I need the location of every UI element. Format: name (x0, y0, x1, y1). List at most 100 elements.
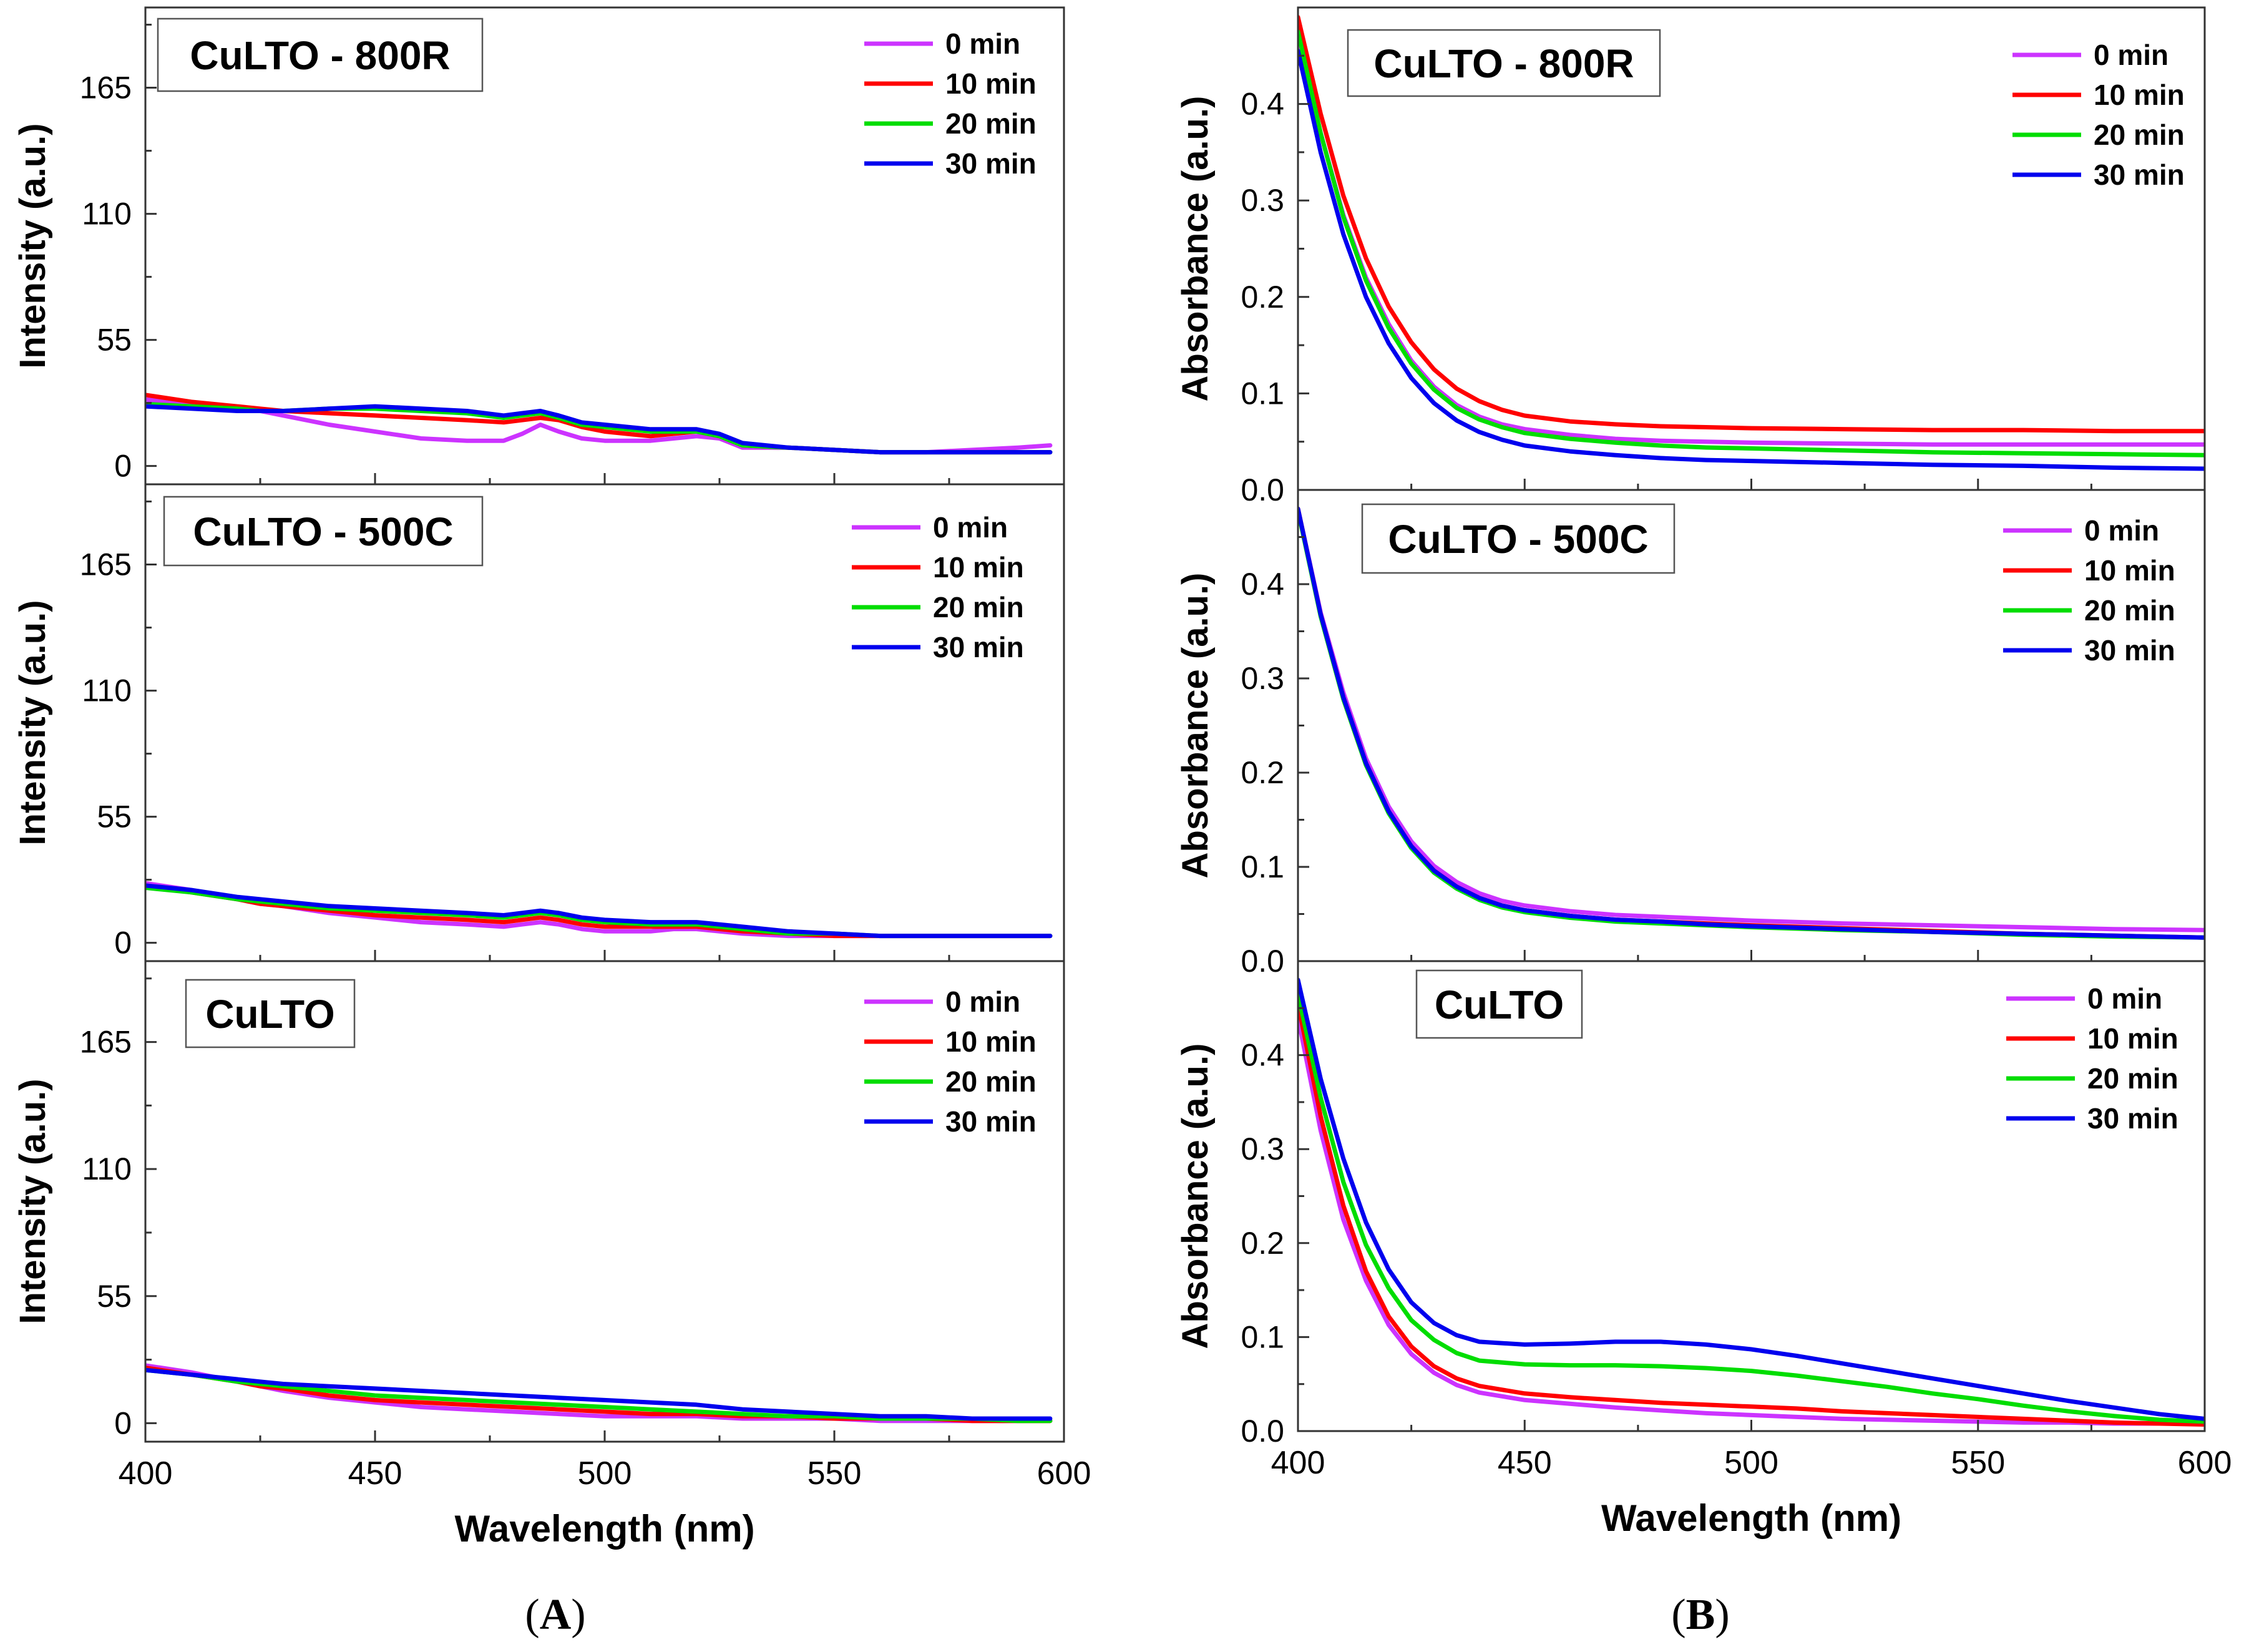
y-tick-label: 55 (97, 1279, 132, 1314)
legend-label-20-min: 20 min (2094, 119, 2185, 151)
series-line-30-min (145, 1367, 1053, 1421)
chart-title-box (1361, 503, 1676, 574)
legend-label-0-min: 0 min (2087, 982, 2162, 1015)
chart-b-top: 0.0 0.1 0.2 0.3 0.4 Absorbance (a.u.) CuLTO - … (1175, 6, 2206, 507)
y-tick-label: 0.3 (1241, 1131, 1284, 1166)
chart-title: CuLTO - 800R (1373, 41, 1634, 86)
legend-label-10-min: 10 min (2094, 79, 2185, 111)
chart-title: CuLTO - 500C (1388, 517, 1648, 562)
panel-caption-a-close: ) (571, 1591, 585, 1639)
chart-title: CuLTO (205, 992, 334, 1037)
series-group-b-mid (1298, 506, 2205, 940)
panel-caption-a-open: ( (525, 1591, 539, 1639)
chart-a-mid: 0 55 110 165 Intensity (a.u.) CuLTO - 500C 0 m… (12, 483, 1065, 962)
legend-label-10-min: 10 min (933, 551, 1024, 584)
series-line-20-min (1298, 992, 2205, 1424)
x-tick-label: 400 (119, 1455, 173, 1492)
series-line-30-min (145, 404, 1053, 455)
x-tick-label: 450 (348, 1455, 402, 1492)
y-tick-label: 0.0 (1241, 472, 1284, 507)
y-tick-label: 0.1 (1241, 849, 1284, 884)
series-line-30-min (145, 883, 1053, 939)
series-line-30-min (1298, 977, 2205, 1421)
y-axis-label: Absorbance (a.u.) (1175, 573, 1216, 879)
y-tick-label: 0.0 (1241, 1414, 1284, 1449)
y-axis-label: Intensity (a.u.) (12, 123, 53, 368)
legend-label-0-min: 0 min (945, 985, 1020, 1018)
panel-caption-a: (A) (525, 1591, 585, 1639)
y-tick-label: 110 (82, 1151, 132, 1186)
legend-label-0-min: 0 min (2084, 514, 2159, 547)
y-tick-label: 0.1 (1241, 1319, 1284, 1354)
y-tick-label: 165 (80, 547, 132, 582)
x-tick-label: 500 (578, 1455, 632, 1492)
chart-b-mid: 0.0 0.1 0.2 0.3 0.4 Absorbance (a.u.) CuLTO - … (1175, 489, 2206, 979)
series-group-a-mid (145, 881, 1053, 939)
legend: 0 min 10 min 20 min 30 min (864, 27, 1037, 180)
legend-label-20-min: 20 min (2084, 594, 2175, 627)
series-group-a-bot (145, 1363, 1053, 1424)
chart-title: CuLTO - 500C (193, 509, 453, 554)
legend-label-30-min: 30 min (2094, 159, 2185, 191)
legend: 0 min 10 min 20 min 30 min (2012, 39, 2185, 191)
y-tick-label: 165 (80, 71, 132, 105)
series-group-a-top (145, 393, 1053, 455)
x-axis-label: Wavelength (nm) (454, 1508, 754, 1550)
chart-title-box (163, 496, 484, 567)
series-line-20-min (145, 1367, 1053, 1424)
x-tick-label: 550 (1951, 1445, 2005, 1481)
charts-layer: 0 55 110 165 Intensity (a.u.) CuLTO - 800R 0 m… (12, 6, 2232, 1550)
legend-label-30-min: 30 min (933, 631, 1024, 663)
chart-title: CuLTO - 800R (190, 33, 450, 78)
legend-label-10-min: 10 min (2084, 554, 2175, 587)
legend-label-20-min: 20 min (945, 1065, 1037, 1098)
series-line-10-min (1298, 1001, 2205, 1427)
y-tick-label: 0.3 (1241, 183, 1284, 218)
y-tick-label: 110 (82, 197, 132, 232)
x-tick-label: 450 (1498, 1445, 1552, 1481)
chart-b-bot: 0.0 0.1 0.2 0.3 0.4 400 450 500 550 600 Absorbance… (1175, 960, 2232, 1539)
y-tick-label: 0 (114, 926, 132, 960)
y-tick-label: 0 (114, 449, 132, 484)
y-tick-label: 0.4 (1241, 567, 1284, 602)
panel-caption-b-open: ( (1671, 1591, 1685, 1639)
chart-title-box (157, 17, 484, 92)
legend-label-20-min: 20 min (945, 107, 1037, 140)
panel-caption-b: (B) (1671, 1591, 1729, 1639)
y-tick-label: 0.4 (1241, 1038, 1284, 1073)
x-tick-label: 500 (1724, 1445, 1778, 1481)
y-tick-label: 0.2 (1241, 280, 1284, 315)
y-axis-label: Intensity (a.u.) (12, 1078, 53, 1324)
legend-label-30-min: 30 min (2087, 1102, 2178, 1135)
y-tick-label: 165 (80, 1025, 132, 1060)
chart-title: CuLTO (1435, 982, 1564, 1027)
legend-label-30-min: 30 min (945, 1105, 1037, 1138)
x-tick-label: 550 (807, 1455, 862, 1492)
series-line-20-min (1298, 29, 2205, 457)
legend-label-30-min: 30 min (945, 147, 1037, 180)
legend: 0 min 10 min 20 min 30 min (852, 511, 1024, 663)
y-tick-label: 0.3 (1241, 661, 1284, 696)
legend: 0 min 10 min 20 min 30 min (864, 985, 1037, 1138)
y-tick-label: 55 (97, 323, 132, 358)
chart-title-box (185, 979, 356, 1048)
x-tick-label: 400 (1271, 1445, 1325, 1481)
legend-label-20-min: 20 min (2087, 1062, 2178, 1095)
y-tick-label: 0.1 (1241, 376, 1284, 411)
series-group-b-bot (1298, 977, 2205, 1427)
y-axis-label: Absorbance (a.u.) (1175, 96, 1216, 402)
chart-a-bot: 0 55 110 165 400 450 500 550 600 Intensity (a.u.)… (12, 960, 1091, 1550)
x-tick-label: 600 (2178, 1445, 2232, 1481)
y-tick-label: 0.4 (1241, 87, 1284, 122)
y-tick-label: 55 (97, 799, 132, 834)
series-line-10-min (1298, 15, 2205, 434)
legend-label-30-min: 30 min (2084, 634, 2175, 667)
y-tick-label: 0.2 (1241, 755, 1284, 790)
series-line-0-min (1298, 1015, 2205, 1426)
series-line-30-min (1298, 49, 2205, 471)
legend-label-10-min: 10 min (945, 1025, 1037, 1058)
legend: 0 min 10 min 20 min 30 min (2006, 982, 2178, 1135)
x-tick-label: 600 (1037, 1455, 1091, 1492)
